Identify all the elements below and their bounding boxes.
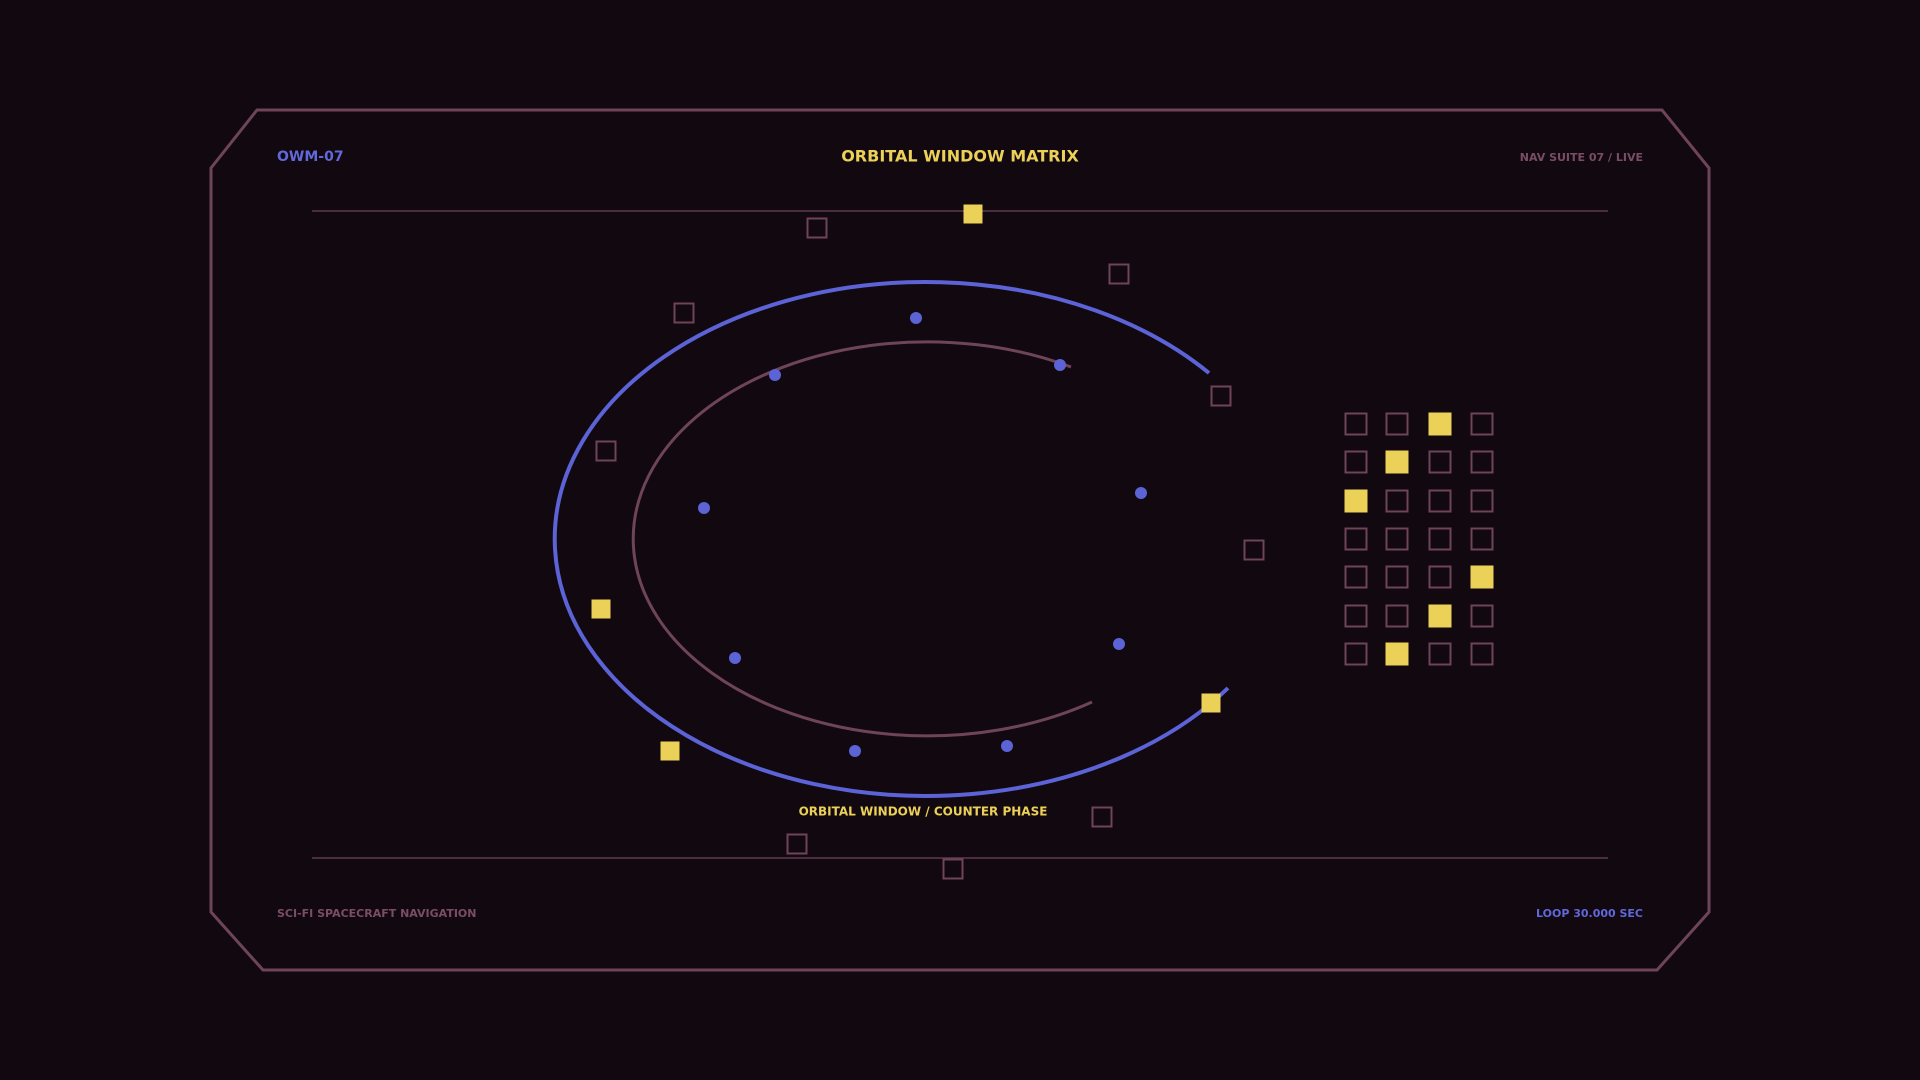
matrix-cell	[1470, 412, 1494, 436]
window-active	[660, 741, 680, 761]
matrix-cell	[1385, 604, 1409, 628]
matrix-cell	[1344, 450, 1368, 474]
window-slot	[806, 217, 828, 239]
matrix-cell	[1428, 565, 1452, 589]
window-slot	[595, 440, 617, 462]
matrix-cell	[1385, 527, 1409, 551]
orbit-marks	[591, 204, 1265, 880]
matrix-cell-active	[1344, 489, 1368, 513]
orbit-node	[1054, 359, 1066, 371]
window-slot	[1243, 539, 1265, 561]
matrix-cell	[1344, 565, 1368, 589]
orbit-node	[1135, 487, 1147, 499]
window-slot	[1210, 385, 1232, 407]
inner-orbit	[631, 340, 1093, 738]
orbit-node	[849, 745, 861, 757]
matrix-cell	[1470, 604, 1494, 628]
matrix-cell	[1470, 642, 1494, 666]
orbit-node	[729, 652, 741, 664]
orbit-node	[698, 502, 710, 514]
matrix-cell	[1385, 412, 1409, 436]
window-active	[1201, 693, 1221, 713]
window-slot	[673, 302, 695, 324]
window-active	[591, 599, 611, 619]
window-slot	[1108, 263, 1130, 285]
outer-orbit	[552, 279, 1230, 798]
matrix-cell-active	[1428, 412, 1452, 436]
window-matrix	[1344, 412, 1494, 666]
matrix-cell	[1344, 604, 1368, 628]
footer-left: SCI-FI SPACECRAFT NAVIGATION	[277, 907, 477, 920]
frame	[209, 108, 1711, 972]
window-active	[963, 204, 983, 224]
window-slot	[942, 858, 964, 880]
unit-code: OWM-07	[277, 149, 344, 165]
matrix-cell	[1470, 527, 1494, 551]
matrix-cell	[1428, 450, 1452, 474]
caption: ORBITAL WINDOW / COUNTER PHASE	[799, 805, 1048, 819]
matrix-cell	[1428, 642, 1452, 666]
matrix-cell	[1344, 412, 1368, 436]
matrix-cell-active	[1385, 642, 1409, 666]
matrix-cell-active	[1470, 565, 1494, 589]
matrix-cell-active	[1428, 604, 1452, 628]
matrix-cell	[1428, 527, 1452, 551]
orbit-node	[769, 369, 781, 381]
matrix-cell-active	[1385, 450, 1409, 474]
status: NAV SUITE 07 / LIVE	[1520, 151, 1643, 164]
matrix-cell	[1428, 489, 1452, 513]
orbit-node	[1113, 638, 1125, 650]
matrix-cell	[1344, 527, 1368, 551]
matrix-cell	[1385, 565, 1409, 589]
window-slot	[1091, 806, 1113, 828]
matrix-cell	[1470, 450, 1494, 474]
window-slot	[786, 833, 808, 855]
matrix-cell	[1385, 489, 1409, 513]
orbit-node	[1001, 740, 1013, 752]
matrix-cell	[1344, 642, 1368, 666]
title: ORBITAL WINDOW MATRIX	[841, 147, 1079, 166]
footer-right: LOOP 30.000 SEC	[1536, 907, 1643, 920]
matrix-cell	[1470, 489, 1494, 513]
orbit-node	[910, 312, 922, 324]
